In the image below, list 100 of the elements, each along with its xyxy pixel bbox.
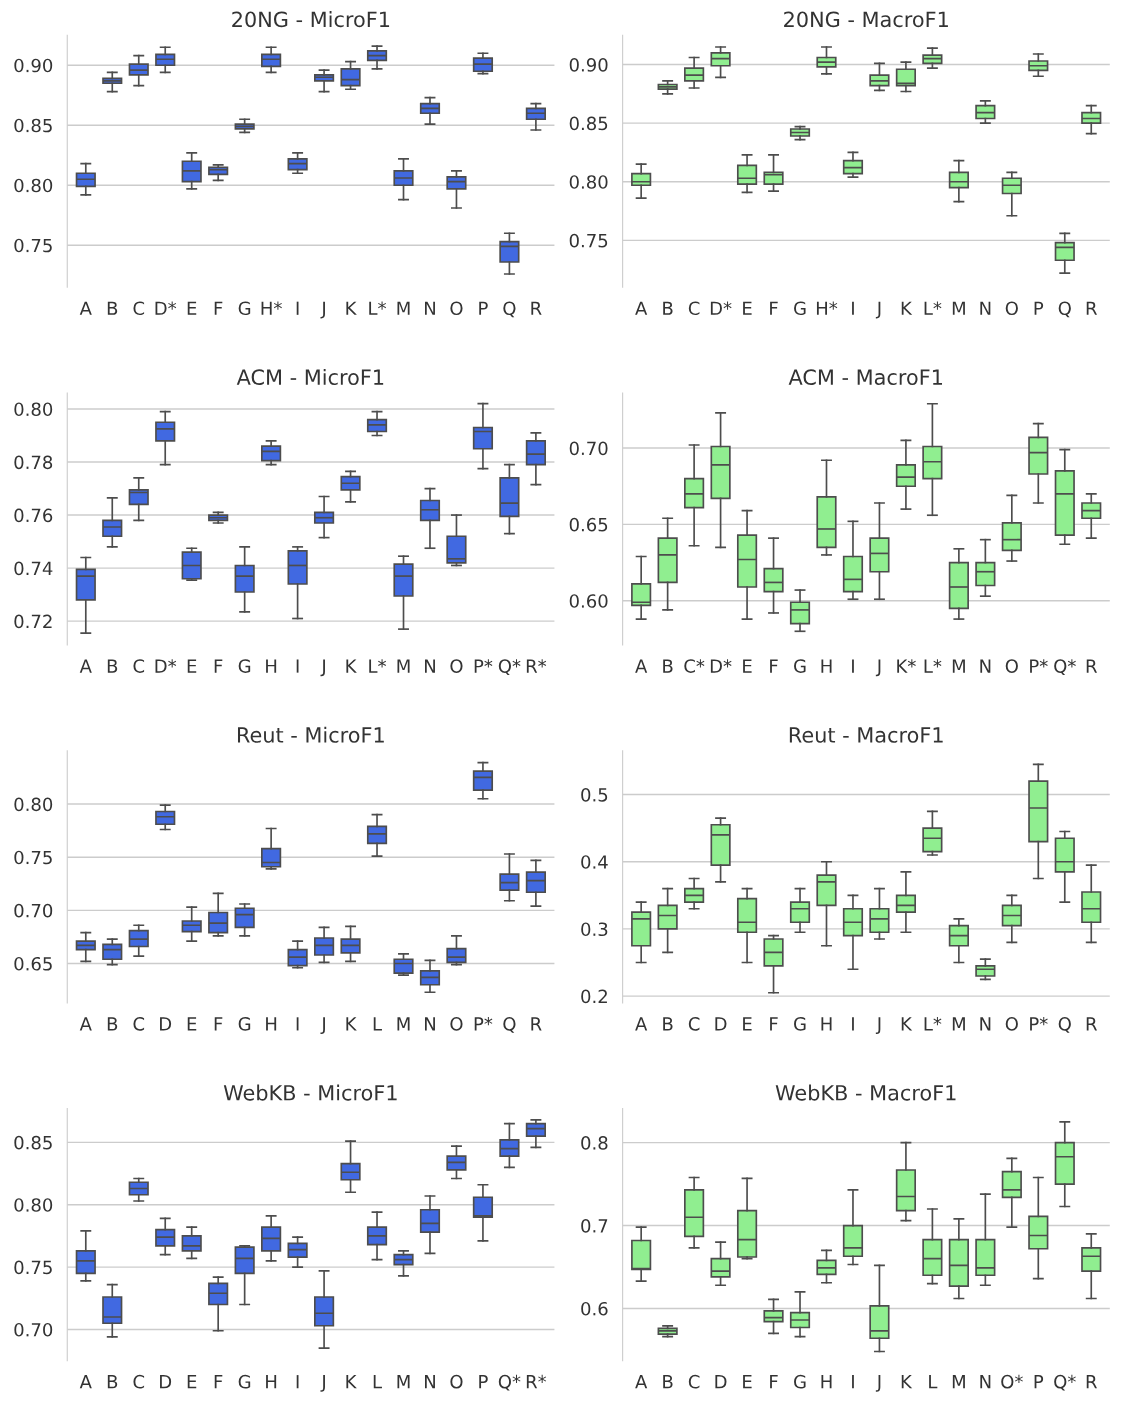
x-tick-label: D: [160, 1017, 172, 1031]
y-tick-label: 0.78: [14, 455, 53, 470]
x-tick-label: C: [688, 301, 700, 316]
x-tick-label: E: [187, 659, 197, 673]
x-tick-label: O: [1005, 659, 1018, 673]
x-tick-label: H: [821, 659, 832, 673]
x-tick-label: O: [450, 659, 463, 673]
x-tick-label: B: [107, 1017, 118, 1031]
x-tick-label: F: [770, 1375, 778, 1389]
chart-title: ACM - MicroF1: [236, 368, 384, 386]
chart-title: ACM - MacroF1: [788, 369, 943, 386]
x-tick-label: I: [296, 301, 299, 315]
x-tick-label: L*: [369, 301, 387, 315]
x-tick-label: B: [107, 659, 118, 673]
x-tick-label: C: [133, 1374, 145, 1389]
x-tick-label: R: [1086, 1375, 1098, 1389]
y-tick-label: 0.80: [14, 797, 53, 812]
x-tick-label: C: [133, 1017, 145, 1031]
x-tick-label: B: [107, 1375, 118, 1389]
x-tick-label: G: [238, 301, 251, 316]
y-tick-label: 0.74: [14, 561, 53, 576]
x-tick-label: B: [663, 1375, 673, 1389]
x-tick-label: D*: [710, 301, 732, 315]
x-tick-label: G: [238, 659, 251, 673]
x-tick-label: D*: [155, 659, 177, 673]
y-tick-label: 0.7: [581, 1219, 608, 1233]
y-tick-label: 0.80: [14, 1198, 53, 1212]
x-tick-label: A: [635, 301, 648, 315]
y-tick-label: 0.6: [581, 1301, 608, 1316]
x-tick-label: Q*: [1054, 659, 1076, 675]
x-tick-label: L: [373, 1017, 382, 1031]
x-tick-label: H*: [261, 301, 282, 315]
x-tick-label: L*: [924, 1017, 942, 1031]
x-tick-label: C*: [684, 659, 705, 673]
x-tick-label: B: [663, 659, 673, 673]
x-tick-label: N: [980, 1017, 991, 1031]
x-tick-label: R: [531, 301, 542, 315]
x-tick-label: C: [133, 659, 145, 673]
x-tick-label: G: [238, 1017, 251, 1031]
x-tick-label: O: [450, 1017, 463, 1031]
x-tick-label: P: [479, 1375, 488, 1389]
x-tick-label: M: [952, 301, 965, 315]
y-tick-label: 0.75: [569, 233, 608, 248]
y-tick-label: 0.90: [14, 58, 53, 73]
x-tick-label: A: [635, 1375, 648, 1389]
y-tick-label: 0.75: [14, 1260, 52, 1275]
x-tick-label: K: [346, 1017, 357, 1031]
x-tick-label: M: [952, 1375, 965, 1389]
x-tick-label: D*: [155, 301, 177, 315]
x-tick-label: A: [79, 301, 92, 315]
x-tick-label: G: [794, 301, 806, 316]
y-tick-label: 0.72: [14, 614, 52, 629]
y-tick-label: 0.2: [581, 989, 607, 1004]
x-tick-label: K: [901, 301, 913, 315]
x-tick-label: I: [296, 1375, 299, 1389]
x-tick-label: M: [952, 659, 965, 673]
x-tick-label: J: [320, 659, 325, 677]
x-tick-label: N: [425, 659, 435, 673]
x-tick-label: B: [107, 301, 118, 315]
x-tick-label: B: [663, 1017, 673, 1031]
x-tick-label: A: [79, 659, 92, 673]
y-tick-label: 0.85: [569, 116, 608, 131]
y-tick-label: 0.85: [14, 1135, 52, 1150]
x-tick-label: N: [980, 659, 991, 673]
x-tick-label: G: [794, 659, 806, 673]
chart-title: WebKB - MicroF1: [223, 1084, 397, 1101]
x-tick-label: E: [743, 1375, 752, 1389]
x-tick-label: I: [296, 1017, 299, 1031]
y-tick-label: 0.75: [14, 238, 52, 253]
x-tick-label: E: [743, 1017, 752, 1031]
y-tick-label: 0.75: [14, 850, 52, 865]
y-tick-label: 0.5: [581, 788, 608, 802]
x-tick-label: K: [346, 659, 357, 673]
x-tick-label: K: [346, 1375, 357, 1389]
x-tick-label: O: [450, 1374, 463, 1389]
y-tick-label: 0.80: [14, 402, 53, 417]
x-tick-label: H*: [816, 301, 838, 315]
x-tick-label: M: [397, 1017, 410, 1031]
y-tick-label: 0.65: [569, 517, 608, 532]
x-tick-label: O: [1005, 1017, 1018, 1031]
x-tick-label: D: [160, 1375, 172, 1389]
x-tick-label: D: [715, 1375, 727, 1389]
x-tick-label: E: [743, 659, 752, 673]
x-tick-label: Q: [1058, 301, 1071, 318]
x-tick-label: O: [450, 301, 463, 316]
y-tick-label: 0.70: [14, 1322, 53, 1337]
y-tick-label: 0.60: [569, 594, 608, 608]
x-tick-label: C: [688, 1017, 700, 1031]
y-tick-label: 0.90: [569, 58, 608, 72]
x-tick-label: J: [875, 1375, 881, 1392]
x-tick-label: Q: [1058, 1017, 1071, 1033]
x-tick-label: N: [425, 301, 435, 315]
x-tick-label: J: [875, 301, 881, 319]
x-tick-label: H: [266, 659, 277, 673]
x-tick-label: R: [1086, 659, 1098, 673]
x-tick-label: D: [715, 1017, 727, 1031]
x-tick-label: N: [980, 301, 991, 315]
y-tick-label: 0.80: [14, 178, 53, 193]
x-tick-label: R: [1086, 301, 1098, 315]
x-tick-label: Q: [503, 301, 516, 318]
